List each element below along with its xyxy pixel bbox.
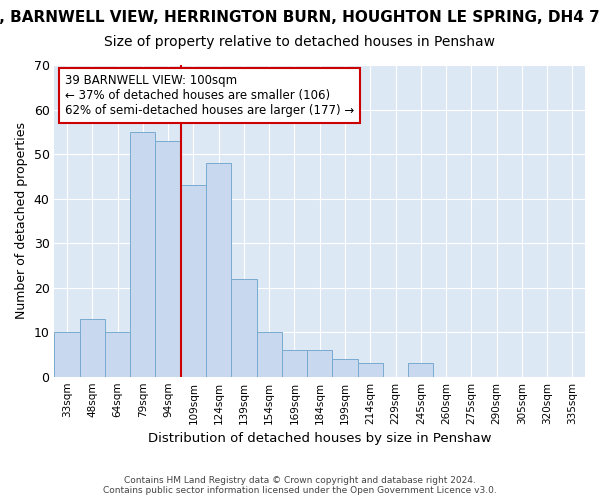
Bar [231,278,257,376]
Text: 39, BARNWELL VIEW, HERRINGTON BURN, HOUGHTON LE SPRING, DH4 7FB: 39, BARNWELL VIEW, HERRINGTON BURN, HOUG… [0,10,600,25]
Bar [181,185,206,376]
Y-axis label: Number of detached properties: Number of detached properties [15,122,28,320]
X-axis label: Distribution of detached houses by size in Penshaw: Distribution of detached houses by size … [148,432,491,445]
Bar [55,332,80,376]
Text: 39 BARNWELL VIEW: 100sqm
← 37% of detached houses are smaller (106)
62% of semi-: 39 BARNWELL VIEW: 100sqm ← 37% of detach… [65,74,354,118]
Bar [307,350,332,376]
Bar [130,132,155,376]
Bar [282,350,307,376]
Bar [332,359,358,376]
Bar [105,332,130,376]
Bar [358,364,383,376]
Text: Contains HM Land Registry data © Crown copyright and database right 2024.
Contai: Contains HM Land Registry data © Crown c… [103,476,497,495]
Bar [155,140,181,376]
Bar [408,364,433,376]
Bar [80,319,105,376]
Bar [257,332,282,376]
Bar [206,163,231,376]
Text: Size of property relative to detached houses in Penshaw: Size of property relative to detached ho… [104,35,496,49]
